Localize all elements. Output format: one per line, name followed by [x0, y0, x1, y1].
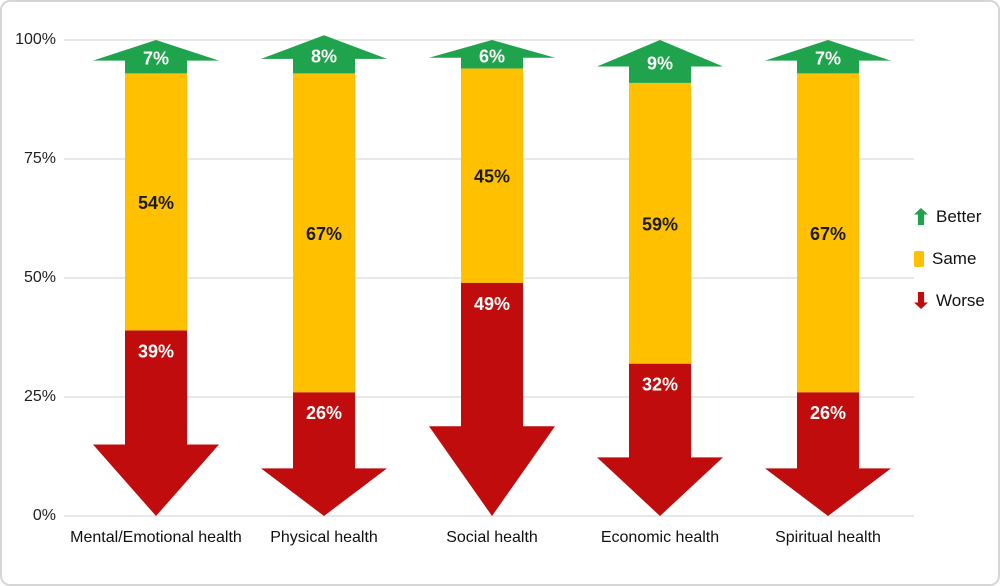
data-label: 49% — [474, 294, 510, 314]
data-label: 8% — [311, 46, 337, 66]
y-axis-tick-label: 0% — [32, 507, 56, 524]
bar-segment-same — [125, 73, 187, 331]
legend: Better Same Worse — [914, 206, 985, 311]
legend-label: Worse — [936, 291, 985, 310]
bar-segment-worse — [765, 392, 891, 516]
bar-segment-better — [261, 35, 387, 74]
data-label: 32% — [642, 375, 678, 395]
data-label: 26% — [306, 403, 342, 423]
bar-segment-same — [461, 68, 523, 283]
square-icon — [914, 250, 924, 267]
bar-segment-worse — [597, 363, 723, 516]
y-axis-tick-label: 50% — [23, 269, 56, 286]
x-axis-category-label: Economic health — [600, 529, 720, 546]
legend-item-better: Better — [914, 206, 985, 227]
legend-item-same: Same — [914, 248, 985, 269]
x-axis-category-label: Mental/Emotional health — [70, 529, 242, 546]
data-label: 54% — [138, 193, 174, 213]
data-label: 67% — [306, 224, 342, 244]
bar-segment-same — [293, 73, 355, 393]
y-axis-tick-label: 75% — [23, 150, 56, 167]
bar-segment-worse — [261, 392, 387, 516]
arrow-up-icon — [914, 208, 928, 225]
bar-segment-same — [797, 73, 859, 393]
legend-label: Same — [932, 249, 977, 268]
y-axis-tick-label: 100% — [15, 31, 56, 48]
data-label: 7% — [815, 49, 841, 69]
data-label: 7% — [143, 49, 169, 69]
data-label: 67% — [810, 224, 846, 244]
bar-segment-better — [597, 40, 723, 83]
data-label: 26% — [810, 403, 846, 423]
data-label: 59% — [642, 214, 678, 234]
bar-segment-worse — [429, 282, 555, 516]
legend-label: Better — [936, 207, 982, 226]
x-axis-category-label: Spiritual health — [775, 529, 881, 546]
legend-item-worse: Worse — [914, 290, 985, 311]
data-label: 9% — [647, 53, 673, 73]
x-axis-category-label: Physical health — [270, 529, 378, 546]
bar-segment-same — [629, 82, 691, 364]
data-label: 6% — [479, 46, 505, 66]
arrow-down-icon — [914, 292, 928, 309]
data-label: 45% — [474, 167, 510, 187]
bar-segment-better — [93, 40, 219, 74]
y-axis-tick-label: 25% — [23, 388, 56, 405]
data-label: 39% — [138, 341, 174, 361]
bar-segment-worse — [93, 330, 219, 516]
x-axis-category-label: Social health — [446, 529, 538, 546]
bar-segment-better — [765, 40, 891, 74]
bar-segment-better — [429, 40, 555, 69]
